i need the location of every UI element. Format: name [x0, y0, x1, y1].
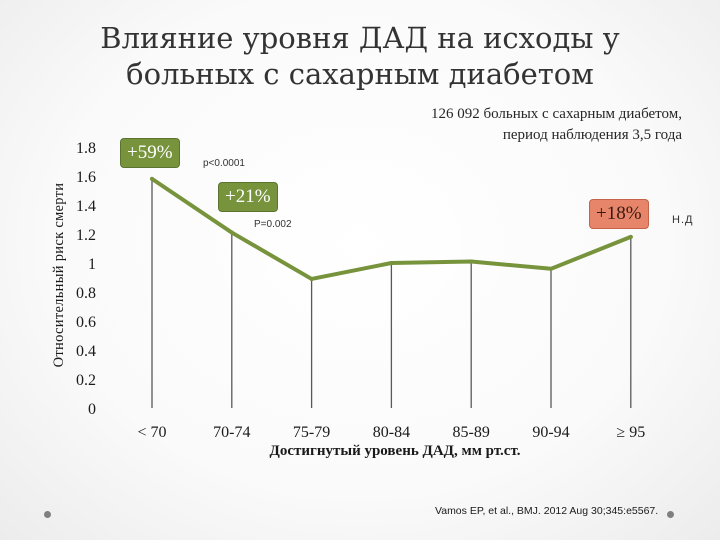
- y-tick-label: 1: [88, 256, 96, 273]
- data-point: [628, 234, 633, 239]
- p-value-1: p<0.0001: [203, 158, 245, 169]
- y-tick-label: 0.8: [76, 285, 96, 302]
- data-point: [549, 266, 553, 271]
- y-tick-labels: 0 0.2 0.4 0.6 0.8 1 1.2 1.4 1.6 1.8: [76, 140, 96, 418]
- y-tick-label: 0.4: [76, 343, 96, 360]
- study-line-1: 126 092 больных с сахарным диабетом,: [430, 106, 682, 122]
- callout-18: +18%: [589, 199, 649, 229]
- y-tick-label: 0.6: [76, 314, 96, 331]
- p-value-2: P=0.002: [254, 219, 292, 230]
- title-line-2: больных с сахарным диабетом: [126, 57, 594, 91]
- bullet-dot: [44, 511, 51, 518]
- source-citation: Vamos EP, et al., BMJ. 2012 Aug 30;345:e…: [435, 505, 659, 517]
- bullet-dot-right: [667, 511, 674, 518]
- data-point: [469, 259, 474, 264]
- y-tick-label: 1.4: [76, 198, 96, 215]
- x-tick-label: < 70: [137, 424, 166, 441]
- data-point: [229, 230, 234, 235]
- callout-59: +59%: [120, 138, 180, 168]
- x-tick-label: 90-94: [532, 424, 569, 441]
- data-point: [309, 276, 314, 281]
- x-axis-label: Достигнутый уровень ДАД, мм рт.ст.: [269, 443, 521, 459]
- study-line-2: период наблюдения 3,5 года: [502, 127, 682, 143]
- x-tick-label: ≥ 95: [616, 424, 645, 441]
- x-tick-labels: < 70 70-74 75-79 80-84 85-89 90-94 ≥ 95: [137, 424, 645, 441]
- y-tick-label: 1.8: [76, 140, 96, 157]
- series-layer: [150, 176, 633, 281]
- x-tick-label: 85-89: [453, 424, 490, 441]
- title-line-1: Влияние уровня ДАД на исходы у: [100, 21, 620, 55]
- data-point: [389, 261, 394, 265]
- y-tick-label: 1.2: [76, 227, 96, 244]
- callout-21: +21%: [218, 182, 278, 212]
- drop-lines: [151, 178, 632, 408]
- slide-title: Влияние уровня ДАД на исходы у больных с…: [60, 20, 660, 92]
- x-tick-label: 80-84: [373, 424, 410, 441]
- x-tick-label: 75-79: [293, 424, 330, 441]
- study-description: 126 092 больных с сахарным диабетом, пер…: [302, 104, 682, 146]
- x-tick-label: 70-74: [213, 424, 250, 441]
- y-tick-label: 0: [88, 401, 96, 418]
- ns-note: Н.Д: [672, 214, 694, 226]
- data-point: [150, 176, 154, 181]
- y-tick-label: 0.2: [76, 372, 96, 389]
- y-tick-label: 1.6: [76, 169, 96, 186]
